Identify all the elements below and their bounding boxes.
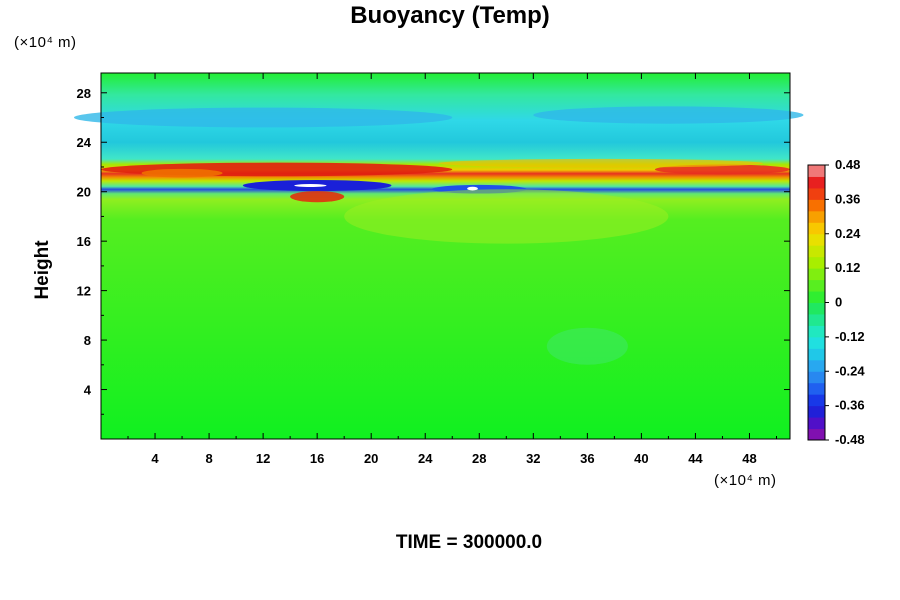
x-tick-label: 48 — [742, 451, 756, 466]
y-tick-label: 20 — [77, 185, 91, 200]
x-tick-label: 28 — [472, 451, 486, 466]
warm-band-right — [654, 164, 790, 175]
colorbar-segment — [808, 268, 825, 281]
colorbar-segment — [808, 325, 825, 338]
colorbar-segment — [808, 405, 825, 418]
x-tick-label: 24 — [418, 451, 433, 466]
y-tick-label: 4 — [84, 383, 92, 398]
y-tick-label: 12 — [77, 284, 91, 299]
white-contour-left — [294, 184, 327, 188]
warm-band-left-orange — [141, 168, 223, 178]
warm-core-left — [290, 191, 345, 203]
colorbar-segment — [808, 210, 825, 223]
colorbar-segment — [808, 176, 825, 189]
colorbar-segment — [808, 279, 825, 292]
cold-band-left — [73, 107, 453, 128]
x-tick-label: 16 — [310, 451, 324, 466]
colorbar-tick-label: -0.24 — [835, 363, 865, 378]
colorbar-segment — [808, 222, 825, 235]
heatmap-field — [101, 73, 790, 439]
colorbar-segment — [808, 291, 825, 303]
colorbar-segment — [808, 371, 825, 384]
x-tick-label: 8 — [205, 451, 212, 466]
x-axis-unit: (×10⁴ m) — [714, 472, 777, 489]
colorbar-segment — [808, 428, 825, 441]
colorbar-tick-label: 0.48 — [835, 157, 860, 172]
cold-band-right — [533, 106, 804, 124]
upper-trop-warm — [344, 189, 669, 244]
colorbar-segment — [808, 359, 825, 372]
colorbar-segment — [808, 256, 825, 269]
time-label: TIME = 300000.0 — [395, 532, 543, 553]
colorbar-tick-label: 0.12 — [835, 260, 860, 275]
colorbar-segment — [808, 394, 825, 407]
colorbar-tick-label: 0 — [835, 295, 842, 310]
y-tick-label: 8 — [84, 333, 91, 348]
colorbar-tick-label: -0.48 — [835, 432, 865, 447]
plot-frame — [100, 72, 791, 440]
x-tick-label: 20 — [364, 451, 378, 466]
x-tick-label: 12 — [256, 451, 270, 466]
colorbar-segment — [808, 165, 825, 177]
warm-band-right-yellow — [438, 158, 763, 168]
x-tick-label: 44 — [688, 451, 703, 466]
x-tick-label: 4 — [151, 451, 159, 466]
x-tick-label: 32 — [526, 451, 540, 466]
colorbar-segment — [808, 313, 825, 326]
x-tick-label: 36 — [580, 451, 594, 466]
y-axis-unit: (×10⁴ m) — [14, 34, 77, 51]
colorbar-segment — [808, 245, 825, 258]
colorbar-tick-label: -0.12 — [835, 329, 865, 344]
colorbar-tick-label: 0.36 — [835, 191, 860, 206]
y-tick-label: 16 — [77, 234, 91, 249]
colorbar-tick-label: -0.36 — [835, 398, 865, 413]
colorbar-segment — [808, 199, 825, 212]
white-contour-right — [467, 186, 478, 191]
colorbar-segment — [808, 417, 825, 430]
x-tick-label: 40 — [634, 451, 648, 466]
colorbar-segment — [808, 336, 825, 349]
y-tick-label: 24 — [77, 135, 92, 150]
colorbar-segment — [808, 382, 825, 395]
colorbar-segment — [808, 233, 825, 246]
colorbar-tick-label: 0.24 — [835, 226, 861, 241]
y-tick-label: 28 — [77, 86, 91, 101]
chart-title: Buoyancy (Temp) — [350, 2, 550, 29]
colorbar-segment — [808, 187, 825, 200]
colorbar-segment — [808, 348, 825, 361]
low-cool-patch — [546, 327, 628, 365]
colorbar-segment — [808, 302, 825, 315]
